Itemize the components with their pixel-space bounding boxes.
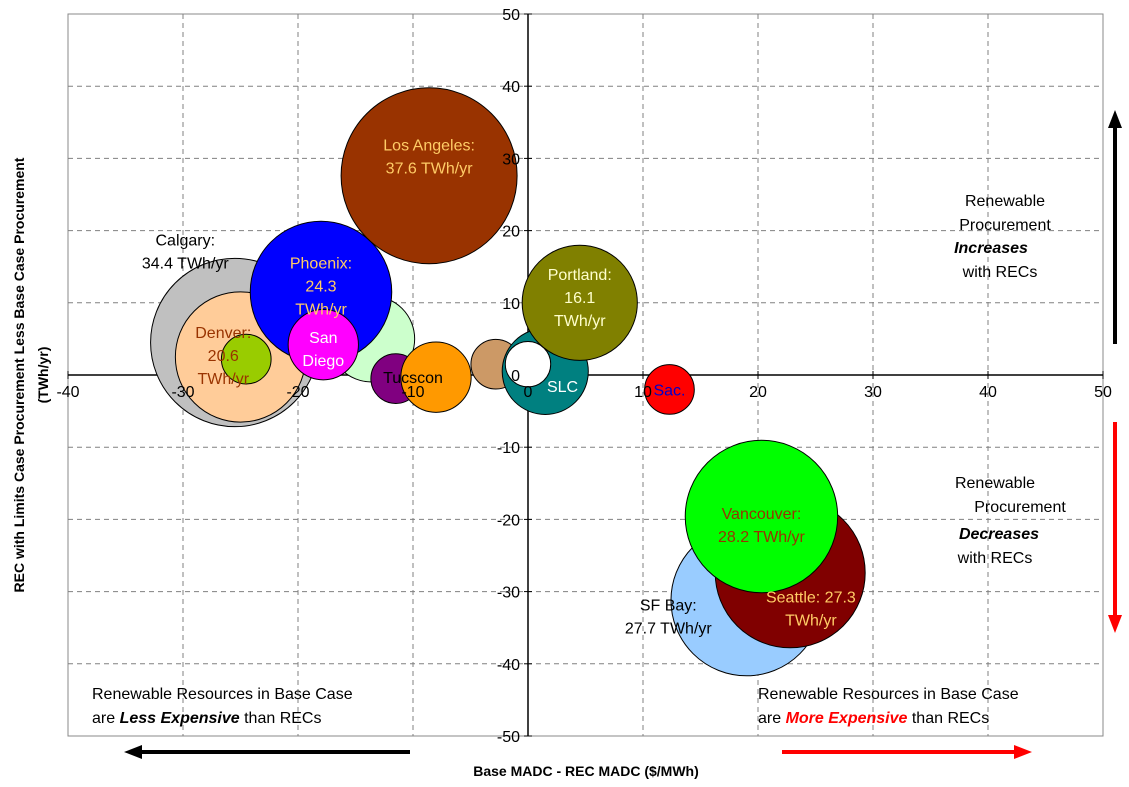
y-tick-label: -40 <box>497 657 520 674</box>
bubble-label: TWh/yr <box>554 313 606 330</box>
x-tick-label: -30 <box>171 384 194 401</box>
annotation-increases-line1: Renewable <box>965 193 1045 210</box>
bubble-label: 24.3 <box>305 278 336 295</box>
x-tick-labels: -40 -30 -20 -10 0 10 20 30 40 50 <box>56 384 1112 401</box>
bubbles <box>150 87 866 677</box>
bubble-label: 37.6 TWh/yr <box>386 161 474 178</box>
annotation-decreases-line3: Decreases <box>959 526 1039 543</box>
bubble-label: TWh/yr <box>295 301 347 318</box>
bubble-label: Phoenix: <box>290 255 352 272</box>
bubble-label: Tucscon <box>383 370 443 387</box>
bubble-label: TWh/yr <box>785 613 837 630</box>
bubble-labels: Calgary: 34.4 TWh/yr Denver: 20.6 TWh/yr Phoe… <box>142 138 856 638</box>
bubble <box>644 364 695 415</box>
arrow-right <box>782 745 1032 759</box>
annotation-less-expensive: Renewable Resources in Base Case are Les… <box>92 686 353 727</box>
bubble <box>684 439 839 594</box>
x-tick-label: 40 <box>979 384 997 401</box>
bubble-label: Los Angeles: <box>383 138 475 155</box>
annotation-decreases-line4: with RECs <box>957 550 1033 567</box>
annotation-increases-line2: Procurement <box>959 217 1051 234</box>
bubble-label: Diego <box>302 353 344 370</box>
bubble <box>400 341 472 413</box>
y-tick-label: 20 <box>502 224 520 241</box>
y-tick-label: 10 <box>502 296 520 313</box>
bubble-label: TWh/yr <box>197 371 249 388</box>
bubble-label: Seattle: 27.3 <box>766 590 856 607</box>
bubble-label: 16.1 <box>564 290 595 307</box>
bubble <box>521 244 638 361</box>
bubble-label: 27.7 TWh/yr <box>625 621 713 638</box>
bubble <box>220 333 272 385</box>
arrow-up <box>1108 110 1122 344</box>
annotation-increases-line3: Increases <box>954 240 1028 257</box>
x-tick-label: 0 <box>524 384 533 401</box>
annotation-more-line1: Renewable Resources in Base Case <box>758 686 1019 703</box>
bubble <box>504 340 552 388</box>
annotation-more-expensive: Renewable Resources in Base Case are Mor… <box>758 686 1019 727</box>
bubble-label: 28.2 TWh/yr <box>718 529 806 546</box>
x-tick-label: -10 <box>401 384 424 401</box>
x-tick-label: -40 <box>56 384 79 401</box>
y-axis-title-line1: REC with Limits Case Procurement Less Ba… <box>11 157 27 592</box>
annotation-increases-line4: with RECs <box>962 264 1038 281</box>
annotation-decreases-line1: Renewable <box>955 475 1035 492</box>
bubble-label: Calgary: <box>156 232 216 249</box>
bubble-label: Sac. <box>653 382 685 399</box>
bubble-label: SF Bay: <box>640 598 697 615</box>
x-tick-label: 50 <box>1094 384 1112 401</box>
bubble-label: SLC <box>547 379 578 396</box>
bubble-label: San <box>309 330 337 347</box>
arrow-down <box>1108 422 1122 633</box>
x-axis-title: Base MADC - REC MADC ($/MWh) <box>473 763 699 779</box>
y-tick-label: -30 <box>497 585 520 602</box>
y-tick-label: -50 <box>497 729 520 746</box>
annotation-increases: Renewable Procurement Increases with REC… <box>954 193 1051 281</box>
bubble-label: Denver: <box>195 325 251 342</box>
annotation-decreases-line2: Procurement <box>974 499 1066 516</box>
x-tick-label: 30 <box>864 384 882 401</box>
arrow-left <box>124 745 410 759</box>
annotation-less-line1: Renewable Resources in Base Case <box>92 686 353 703</box>
y-tick-label: 40 <box>502 79 520 96</box>
bubble <box>340 87 518 265</box>
x-tick-label: -20 <box>286 384 309 401</box>
bubble-label: 20.6 <box>208 348 239 365</box>
annotation-decreases: Renewable Procurement Decreases with REC… <box>955 475 1066 567</box>
y-axis-title-line2: (TWh/yr) <box>35 347 51 404</box>
annotation-more-line2: are More Expensive than RECs <box>758 710 989 727</box>
y-tick-label: 30 <box>502 151 520 168</box>
y-tick-labels: -50 -40 -30 -20 -10 0 10 20 30 40 50 <box>497 7 520 746</box>
bubble-label: Vancouver: <box>722 506 802 523</box>
y-tick-label: -10 <box>497 440 520 457</box>
y-tick-label: 50 <box>502 7 520 24</box>
bubble <box>287 309 359 381</box>
x-tick-label: 10 <box>634 384 652 401</box>
bubble-label: 34.4 TWh/yr <box>142 255 230 272</box>
bubble-label: Portland: <box>548 267 612 284</box>
y-tick-label: 0 <box>511 368 520 385</box>
y-tick-label: -20 <box>497 512 520 529</box>
annotation-less-line2: are Less Expensive than RECs <box>92 710 321 727</box>
x-tick-label: 20 <box>749 384 767 401</box>
